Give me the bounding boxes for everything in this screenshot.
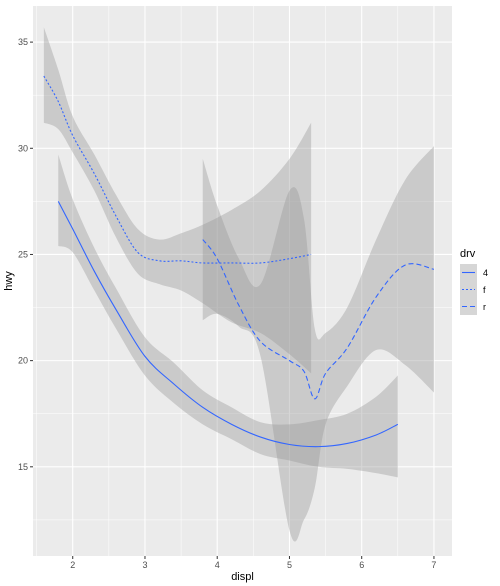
confidence-band-r (202, 146, 434, 542)
x-axis: 2 3 4 5 6 7 (70, 556, 436, 570)
series-line-f (43, 75, 312, 264)
x-tick-label: 7 (431, 560, 436, 570)
confidence-bands (43, 27, 434, 542)
y-tick-label: 35 (18, 37, 28, 47)
legend-title: drv (460, 248, 476, 260)
y-axis: 15 20 25 30 35 (18, 37, 33, 472)
series-line-r (202, 239, 435, 400)
y-tick-label: 25 (18, 249, 28, 259)
x-tick-label: 2 (70, 560, 75, 570)
x-tick-label: 3 (142, 560, 147, 570)
x-tick-label: 5 (287, 560, 292, 570)
legend-label-f: f (483, 285, 486, 295)
y-tick-label: 30 (18, 143, 28, 153)
legend-key-r (460, 298, 477, 315)
y-axis-title: hwy (3, 271, 15, 291)
series-lines (43, 75, 435, 448)
x-tick-label: 4 (215, 560, 220, 570)
confidence-band-f (43, 27, 312, 374)
legend-label-r: r (483, 302, 486, 312)
y-tick-label: 15 (18, 462, 28, 472)
plot-panel (33, 6, 452, 556)
series-line-4 (57, 201, 399, 448)
confidence-band-4 (58, 154, 398, 478)
grid-major (33, 6, 452, 556)
x-axis-title: displ (231, 571, 254, 583)
y-tick-label: 20 (18, 356, 28, 366)
legend: drv 4 fr (460, 248, 488, 315)
legend-label-4: 4 (483, 268, 488, 278)
legend-key-f (460, 281, 477, 298)
x-tick-label: 6 (359, 560, 364, 570)
grid-minor (33, 6, 452, 556)
